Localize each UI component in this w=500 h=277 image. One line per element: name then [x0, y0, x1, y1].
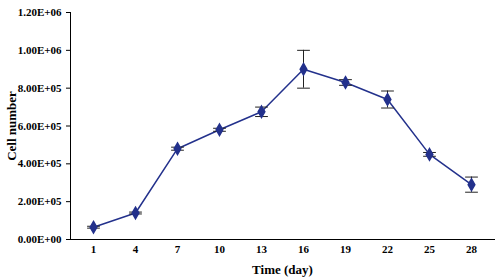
svg-text:13: 13 — [256, 243, 268, 255]
svg-text:6.00E+05: 6.00E+05 — [18, 120, 62, 132]
svg-text:0.00E+00: 0.00E+00 — [18, 233, 62, 245]
svg-text:1.00E+06: 1.00E+06 — [18, 44, 62, 56]
svg-text:16: 16 — [298, 243, 310, 255]
svg-text:1.20E+06: 1.20E+06 — [18, 6, 62, 18]
svg-text:25: 25 — [424, 243, 436, 255]
svg-text:10: 10 — [214, 243, 226, 255]
svg-text:Cell number: Cell number — [4, 91, 19, 161]
svg-text:1: 1 — [91, 243, 97, 255]
svg-text:7: 7 — [175, 243, 181, 255]
svg-text:8.00E+05: 8.00E+05 — [18, 82, 62, 94]
svg-text:22: 22 — [382, 243, 394, 255]
svg-text:4: 4 — [133, 243, 139, 255]
svg-text:19: 19 — [340, 243, 352, 255]
svg-text:Time (day): Time (day) — [252, 262, 313, 277]
svg-text:2.00E+05: 2.00E+05 — [18, 195, 62, 207]
svg-text:4.00E+05: 4.00E+05 — [18, 157, 62, 169]
svg-text:28: 28 — [466, 243, 478, 255]
